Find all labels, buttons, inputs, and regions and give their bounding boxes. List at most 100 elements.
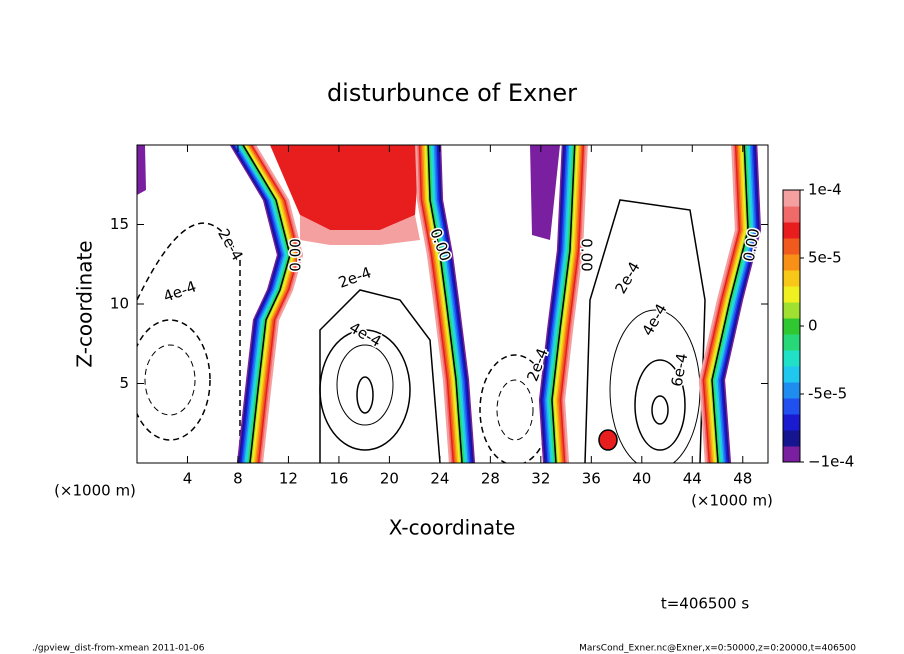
contour-band — [250, 145, 301, 463]
contour-band — [235, 145, 286, 463]
colorbar-tick-label: 0 — [808, 317, 818, 335]
zero-contour — [427, 145, 463, 463]
contour-band — [252, 145, 302, 463]
contour-label: 4e-4 — [638, 301, 670, 339]
contour-band — [538, 145, 564, 463]
contour-band — [544, 145, 570, 463]
contour-band — [246, 145, 296, 463]
x-tick-label: 20 — [380, 470, 399, 488]
x-tick-label: 28 — [481, 470, 500, 488]
contour-band — [555, 145, 581, 463]
contour-band — [244, 145, 295, 463]
contour-band — [238, 145, 289, 463]
contour-band — [559, 145, 585, 463]
contour-band — [249, 145, 299, 463]
contour-band — [704, 145, 744, 463]
contour-band — [713, 145, 753, 463]
contour-band — [707, 145, 747, 463]
zero-contour — [711, 145, 749, 463]
colorbar-swatch — [783, 430, 800, 447]
contour-band — [543, 145, 569, 463]
contour-band — [562, 145, 588, 463]
zero-contour — [242, 145, 291, 463]
contour-band — [719, 145, 759, 463]
colorbar-swatch — [783, 206, 800, 223]
contour-band — [415, 145, 452, 463]
x-tick-label: 24 — [430, 470, 449, 488]
contour-band — [558, 145, 584, 463]
contour-band — [552, 145, 578, 463]
x-unit-label: (×1000 m) — [54, 482, 136, 500]
colorbar-tick-label: 5e-5 — [808, 249, 842, 267]
y-axis-label: Z-coordinate — [73, 240, 97, 367]
contour-band — [425, 145, 462, 463]
contour-band — [712, 145, 751, 463]
contour-band — [434, 145, 471, 463]
colorbar-swatch — [783, 238, 800, 255]
colorbar-swatch — [783, 254, 800, 271]
x-tick-label: 4 — [183, 470, 193, 488]
footer-left: ./gpview_dist-from-xmean 2011-01-06 — [32, 644, 205, 654]
contour-band — [416, 145, 453, 463]
colorbar-tick-label: 1e-4 — [808, 181, 842, 199]
contour-label: 2e-4 — [214, 226, 246, 264]
colorbar-tick-label: −1e-4 — [808, 453, 854, 471]
x-axis-label: X-coordinate — [389, 516, 516, 540]
contour-band — [243, 145, 293, 463]
contour-fill — [530, 145, 560, 240]
colorbar-swatch — [783, 350, 800, 367]
contour-band — [231, 145, 281, 463]
contour-label: 4e-4 — [161, 277, 199, 305]
x-tick-label: 12 — [279, 470, 298, 488]
contour-band — [700, 145, 739, 463]
colorbar-swatch — [783, 334, 800, 351]
contour-band — [698, 145, 738, 463]
chart-title: disturbunce of Exner — [327, 79, 577, 107]
x-tick-label: 44 — [683, 470, 702, 488]
contour-band — [240, 145, 290, 463]
contour-label: 0.00 — [578, 238, 596, 271]
contour-band — [722, 145, 762, 463]
colorbar-swatch — [783, 302, 800, 319]
y-tick-label: 5 — [119, 374, 129, 392]
x-tick-label: 8 — [233, 470, 243, 488]
colorbar-swatch — [783, 446, 800, 463]
colorbar-swatch — [783, 286, 800, 303]
contour-band — [701, 145, 741, 463]
contour-band — [431, 145, 468, 463]
colorbar-swatch — [783, 270, 800, 287]
contour-band — [556, 145, 582, 463]
contour-label: 4e-4 — [346, 318, 384, 350]
time-label: t=406500 s — [661, 595, 749, 613]
contour-band — [424, 145, 461, 463]
x-tick-label: 36 — [582, 470, 601, 488]
contour-band — [721, 145, 760, 463]
contour-band — [247, 145, 298, 463]
contour-band — [541, 145, 567, 463]
contour-band — [436, 145, 473, 463]
contour-band — [718, 145, 757, 463]
contour-band — [706, 145, 745, 463]
colorbar-tick-label: -5e-5 — [808, 385, 847, 403]
contour-band — [237, 145, 287, 463]
contour-band — [561, 145, 587, 463]
contour-label: 6e-4 — [668, 352, 692, 388]
colorbar-swatch — [783, 318, 800, 335]
contour-band — [418, 145, 455, 463]
contour-band — [253, 145, 304, 463]
footer-right: MarsCond_Exner.nc@Exner,x=0:50000,z=0:20… — [579, 644, 856, 654]
contour-band — [229, 145, 280, 463]
y-tick-label: 15 — [110, 215, 129, 233]
contour-fill — [300, 215, 420, 245]
colorbar-swatch — [783, 190, 800, 207]
contour-band — [549, 145, 575, 463]
x-tick-label: 48 — [733, 470, 752, 488]
contour-band — [232, 145, 283, 463]
contour-band — [703, 145, 742, 463]
contour-fill — [137, 145, 146, 195]
x-unit-label-right: (×1000 m) — [691, 492, 773, 510]
contour-band — [428, 145, 465, 463]
contour-label: 0.00 — [287, 238, 305, 271]
contour-band — [439, 145, 476, 463]
contour-band — [437, 145, 474, 463]
